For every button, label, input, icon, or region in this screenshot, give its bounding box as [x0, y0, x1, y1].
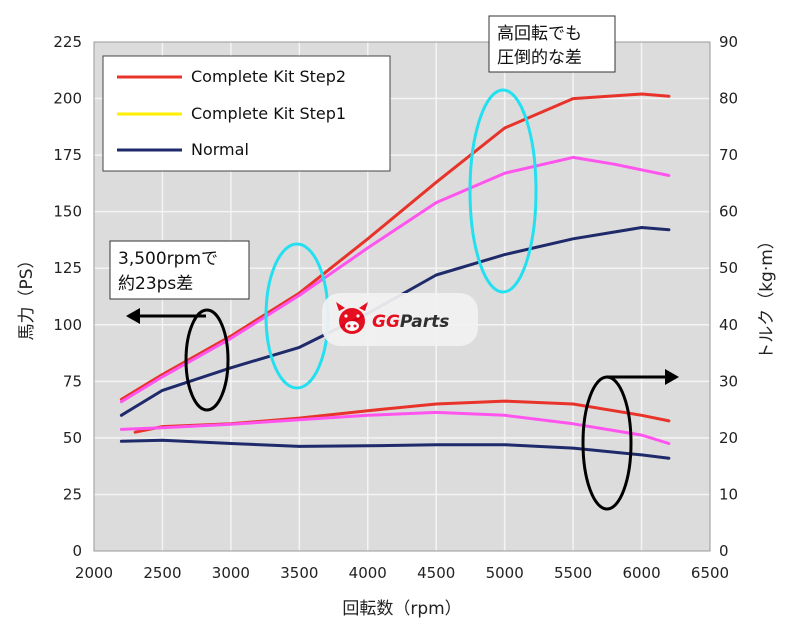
plot-border: [93, 41, 711, 552]
series-line-normal-torque: [119, 438, 671, 460]
x-tick-label: 4500: [417, 564, 455, 582]
y-right-tick-label: 30: [719, 372, 738, 390]
y-right-tick-label: 80: [719, 90, 738, 108]
y-left-tick-label: 125: [53, 259, 82, 277]
y-right-tick-label: 60: [719, 203, 738, 221]
highlight-ellipse-5000: [468, 88, 538, 294]
y-left-tick-label: 25: [63, 485, 82, 503]
y-left-tick-labels: 0 25 50 75 100 125 150 175 200 225: [53, 33, 82, 560]
series-line-complete-kit-step1-power: [119, 155, 671, 404]
watermark-logo: GGParts: [322, 293, 478, 346]
y-right-tick-label: 90: [719, 33, 738, 51]
series-line-complete-kit-step1-torque: [119, 410, 671, 445]
series-line-complete-kit-step2-power: [119, 92, 671, 401]
y-left-tick-label: 175: [53, 146, 82, 164]
annotation-3500: 3,500rpmで 約23ps差: [109, 240, 250, 300]
x-tick-labels: 2000 2500 3000 3500 4000 4500 5000 5500 6000 6500: [75, 564, 729, 582]
x-tick-label: 5000: [486, 564, 524, 582]
legend-label-step1: Complete Kit Step1: [191, 104, 346, 123]
x-tick-label: 6500: [691, 564, 729, 582]
x-tick-label: 6000: [622, 564, 660, 582]
y-right-tick-label: 20: [719, 429, 738, 447]
y-left-tick-label: 75: [63, 372, 82, 390]
annotation-3500-line2: 約23ps差: [118, 274, 193, 294]
y-left-tick-label: 225: [53, 33, 82, 51]
y-left-axis-title: 馬力（PS）: [17, 251, 37, 340]
y-left-tick-label: 0: [72, 542, 82, 560]
x-tick-label: 2500: [143, 564, 181, 582]
annotation-3500-box: [109, 240, 250, 300]
y-left-tick-label: 200: [53, 90, 82, 108]
y-right-tick-label: 50: [719, 259, 738, 277]
legend: Complete Kit Step2 Complete Kit Step1 No…: [102, 55, 391, 172]
x-tick-label: 2000: [75, 564, 113, 582]
x-tick-label: 5500: [554, 564, 592, 582]
x-axis-title: 回転数（rpm）: [342, 599, 461, 619]
annotation-high-rpm-line1: 高回転でも: [497, 24, 582, 44]
x-tick-label: 4000: [349, 564, 387, 582]
y-left-tick-label: 150: [53, 203, 82, 221]
y-right-tick-label: 0: [719, 542, 729, 560]
annotation-high-rpm-line2: 圧倒的な差: [497, 48, 582, 68]
watermark-text: GGParts: [372, 312, 449, 332]
y-left-tick-label: 50: [63, 429, 82, 447]
highlight-ellipse-left-torque: [184, 308, 230, 412]
x-tick-label: 3500: [280, 564, 318, 582]
arrow-right: [606, 369, 679, 385]
annotation-high-rpm-box: [488, 15, 616, 73]
y-right-axis-title: トルク（kg·m）: [757, 232, 777, 360]
annotation-3500-line1: 3,500rpmで: [118, 249, 218, 269]
y-left-tick-label: 100: [53, 316, 82, 334]
legend-label-step2: Complete Kit Step2: [191, 67, 346, 86]
x-tick-label: 3000: [212, 564, 250, 582]
legend-label-normal: Normal: [191, 140, 249, 159]
y-right-tick-label: 70: [719, 146, 738, 164]
y-right-tick-labels: 0 10 20 30 40 50 60 70 80 90: [719, 33, 738, 560]
annotation-high-rpm: 高回転でも 圧倒的な差: [488, 15, 616, 73]
y-right-tick-label: 10: [719, 485, 738, 503]
arrow-left: [126, 308, 206, 324]
pig-mascot-icon: [336, 302, 368, 334]
y-right-tick-label: 40: [719, 316, 738, 334]
